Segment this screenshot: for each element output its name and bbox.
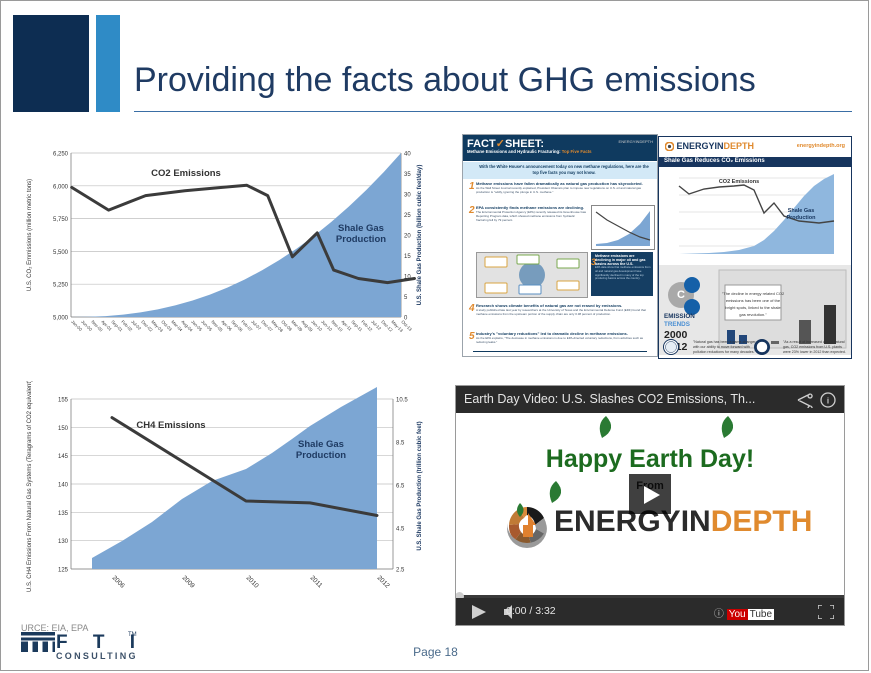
svg-text:Production: Production	[336, 234, 386, 245]
svg-text:2.5: 2.5	[396, 568, 405, 574]
svg-text:30: 30	[404, 193, 411, 199]
svg-text:2012: 2012	[376, 574, 391, 589]
svg-text:5: 5	[404, 295, 408, 301]
svg-text:U.S. Shale Gas Production (tri: U.S. Shale Gas Production (trillion cubi…	[417, 421, 423, 550]
svg-text:15: 15	[404, 254, 411, 260]
svg-text:"As a result of increased use: "As a result of increased use of natural	[783, 340, 845, 344]
svg-text:pollution reductions for many: pollution reductions for many decades."	[693, 350, 757, 354]
svg-text:2010: 2010	[245, 574, 260, 589]
svg-text:Shale Gas: Shale Gas	[298, 439, 344, 450]
svg-text:10.5: 10.5	[396, 398, 408, 404]
svg-text:135: 135	[58, 511, 69, 517]
svg-text:5,500: 5,500	[53, 250, 69, 256]
svg-text:C: C	[677, 289, 685, 301]
svg-text:8.5: 8.5	[396, 441, 405, 447]
svg-text:bright spots, linked to the sh: bright spots, linked to the shale	[725, 305, 781, 310]
svg-text:"Natural gas has been a game-c: "Natural gas has been a game-changer	[693, 340, 756, 344]
svg-text:emissions has been one of the: emissions has been one of the	[726, 298, 781, 303]
svg-text:i: i	[827, 397, 829, 406]
svg-text:40: 40	[404, 152, 411, 158]
svg-text:6.5: 6.5	[396, 484, 405, 490]
svg-text:20: 20	[404, 234, 411, 240]
svg-text:TRENDS: TRENDS	[664, 321, 690, 328]
svg-text:U.S. CO₂ Emmissions (million m: U.S. CO₂ Emmissions (million metric tons…	[27, 179, 33, 291]
svg-text:U.S. Shale Gas Production (bil: U.S. Shale Gas Production (billion cubic…	[417, 165, 423, 306]
svg-text:2009: 2009	[181, 574, 196, 589]
svg-text:5,000: 5,000	[53, 316, 69, 322]
svg-text:10: 10	[404, 275, 411, 281]
svg-text:CO2 Emissions: CO2 Emissions	[719, 179, 759, 185]
svg-text:Shale Gas: Shale Gas	[788, 208, 815, 214]
svg-text:150: 150	[58, 426, 69, 432]
svg-text:"The decline in energy related: "The decline in energy related CO2	[722, 291, 785, 296]
svg-text:5,250: 5,250	[53, 283, 69, 289]
svg-text:gas, CO2 emissions from U.S. p: gas, CO2 emissions from U.S. plants	[783, 345, 842, 349]
svg-text:Shale Gas: Shale Gas	[338, 223, 384, 234]
svg-text:6,250: 6,250	[53, 152, 69, 158]
svg-text:140: 140	[58, 483, 69, 489]
svg-text:125: 125	[58, 568, 69, 574]
svg-text:gas revolution.": gas revolution."	[739, 312, 767, 317]
svg-text:U.S. CH4 Emissions From Natura: U.S. CH4 Emissions From Natural Gas Syst…	[27, 381, 33, 592]
svg-text:25: 25	[404, 213, 411, 219]
svg-text:with our ability to move forwa: with our ability to move forward with	[693, 345, 750, 349]
svg-text:35: 35	[404, 172, 411, 178]
svg-text:2011: 2011	[309, 574, 324, 589]
svg-text:CO2 Emissions: CO2 Emissions	[151, 168, 221, 179]
svg-text:145: 145	[58, 454, 69, 460]
svg-text:5,750: 5,750	[53, 217, 69, 223]
svg-text:4.5: 4.5	[396, 527, 405, 533]
svg-text:EMISSION: EMISSION	[664, 313, 695, 320]
svg-text:130: 130	[58, 539, 69, 545]
svg-text:Production: Production	[786, 215, 816, 221]
svg-text:CH4 Emissions: CH4 Emissions	[136, 420, 205, 431]
svg-text:6,000: 6,000	[53, 184, 69, 190]
svg-text:155: 155	[58, 398, 69, 404]
svg-text:were 23% lower in 2012 than ex: were 23% lower in 2012 than expected.	[783, 350, 846, 354]
svg-text:2006: 2006	[111, 574, 126, 589]
svg-text:Production: Production	[296, 450, 346, 461]
